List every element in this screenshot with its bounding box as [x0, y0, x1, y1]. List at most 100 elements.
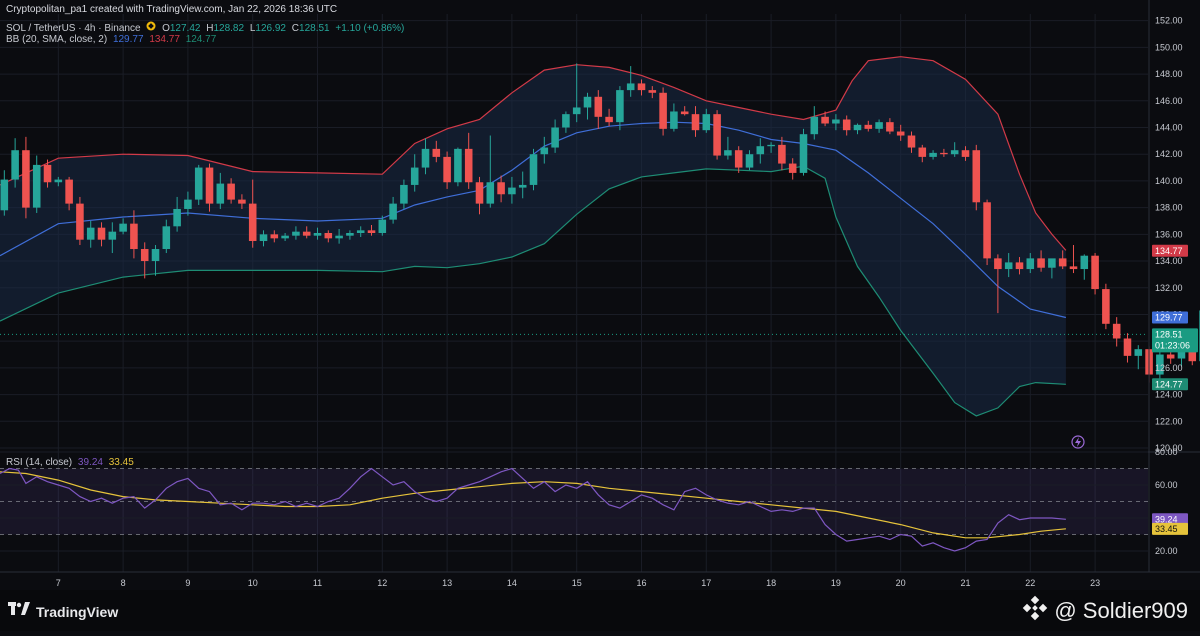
ohlc-close-label: C: [291, 23, 300, 34]
candle-body: [583, 96, 592, 108]
candle-body: [216, 183, 225, 204]
candle-body: [821, 116, 829, 124]
candle-body: [313, 233, 322, 236]
candle-body: [691, 114, 700, 131]
price-tick-label: 148.00: [1155, 69, 1183, 79]
candle-body: [1015, 262, 1024, 270]
time-tick-label: 18: [766, 578, 776, 588]
candle-body: [227, 183, 235, 200]
bb-upper-tag-bg: [1152, 244, 1188, 257]
candle-body: [540, 147, 549, 155]
candle-body: [551, 127, 559, 148]
candle-body: [832, 119, 840, 124]
candle-body: [778, 144, 786, 164]
candle-body: [572, 107, 581, 115]
candle-body: [173, 208, 181, 227]
price-tick-label: 132.00: [1155, 283, 1183, 293]
candle-body: [248, 203, 257, 242]
candle-body: [475, 182, 484, 204]
price-tick-label: 126.00: [1155, 363, 1183, 373]
bb-upper-value: 134.77: [149, 34, 180, 45]
rsi-value: 39.24: [77, 457, 103, 468]
candle-body: [724, 150, 732, 156]
time-tick-label: 9: [185, 578, 190, 588]
candle-body: [907, 135, 916, 148]
candle-body: [302, 231, 311, 236]
candle-body: [972, 150, 981, 203]
candle-body: [734, 150, 743, 168]
rsi-tag: 39.24: [1155, 514, 1178, 524]
candle-body: [194, 167, 203, 200]
candle-body: [994, 258, 1002, 270]
last-price-tag: 128.51: [1155, 329, 1183, 339]
time-tick-label: 20: [896, 578, 906, 588]
candle-body: [529, 154, 538, 185]
ohlc-high: H128.82: [206, 23, 244, 34]
candle-body: [983, 202, 991, 259]
candle-body: [1058, 258, 1067, 267]
candle-body: [22, 150, 30, 208]
ohlc-low-label: L: [249, 23, 256, 34]
candle-body: [1112, 323, 1121, 339]
bb-legend[interactable]: BB (20, SMA, close, 2) 129.77 134.77 124…: [6, 34, 219, 45]
candle-body: [497, 182, 505, 195]
candle-body: [508, 187, 516, 195]
candle-body: [680, 111, 689, 115]
candle-body: [356, 230, 365, 233]
rsi-legend[interactable]: RSI (14, close) 39.24 33.45: [6, 457, 137, 468]
candle-body: [11, 150, 19, 180]
price-tick-label: 136.00: [1155, 229, 1183, 239]
candle-body: [140, 249, 149, 262]
candle-body: [767, 144, 775, 147]
chart-credit: Cryptopolitan_pa1 created with TradingVi…: [6, 4, 338, 15]
watermark-text: @ Soldier909: [1054, 597, 1188, 623]
rsi-tag-bg: [1152, 513, 1188, 526]
bb-band-fill: [0, 56, 1066, 416]
candle-body: [464, 148, 473, 183]
candle-body: [389, 203, 397, 220]
ohlc-open: O127.42: [162, 23, 200, 34]
rsi-label[interactable]: RSI (14, close): [6, 457, 73, 468]
candle-body: [1102, 289, 1110, 324]
candle-body: [162, 226, 171, 250]
candle-body: [864, 124, 873, 129]
candle-body: [32, 164, 41, 208]
candle-body: [43, 164, 52, 183]
time-tick-label: 11: [313, 578, 322, 588]
rsi-ma-tag-bg: [1152, 522, 1188, 535]
candle-body: [594, 96, 603, 117]
candle-body: [281, 235, 289, 239]
ohlc-high-label: H: [206, 23, 214, 34]
ohlc-close: C128.51: [292, 23, 330, 34]
candle-body: [799, 134, 808, 173]
time-tick-label: 16: [636, 578, 646, 588]
rsi-tick-label: 20.00: [1155, 546, 1178, 556]
lightning-icon-ring: [1071, 435, 1085, 449]
candle-body: [486, 182, 495, 204]
candle-body: [1166, 354, 1175, 359]
candle-body: [108, 231, 117, 240]
candle-body: [0, 179, 9, 211]
bb-label[interactable]: BB (20, SMA, close, 2): [6, 34, 108, 45]
tradingview-brand[interactable]: TradingView: [8, 602, 118, 621]
candle-body: [756, 146, 765, 155]
symbol-legend[interactable]: SOL / TetherUS · 4h · Binance O127.42 H1…: [6, 21, 407, 34]
candle-body: [432, 148, 441, 157]
candle-body: [670, 111, 678, 129]
countdown-tag: 01:23:06: [1155, 340, 1190, 350]
bb-lower-tag: 124.77: [1155, 379, 1183, 389]
candle-body: [745, 154, 754, 168]
candle-body: [940, 152, 948, 155]
bb-basis-value: 129.77: [112, 34, 144, 45]
time-tick-label: 7: [56, 578, 61, 588]
candle-body: [130, 223, 138, 250]
candle-body: [97, 227, 106, 240]
ohlc-open-label: O: [162, 23, 170, 34]
watermark: @ Soldier909: [1022, 595, 1188, 626]
symbol-title[interactable]: SOL / TetherUS · 4h · Binance: [6, 23, 141, 34]
time-tick-label: 17: [701, 578, 711, 588]
candle-body: [1048, 258, 1056, 268]
rsi-line: [0, 467, 1066, 552]
